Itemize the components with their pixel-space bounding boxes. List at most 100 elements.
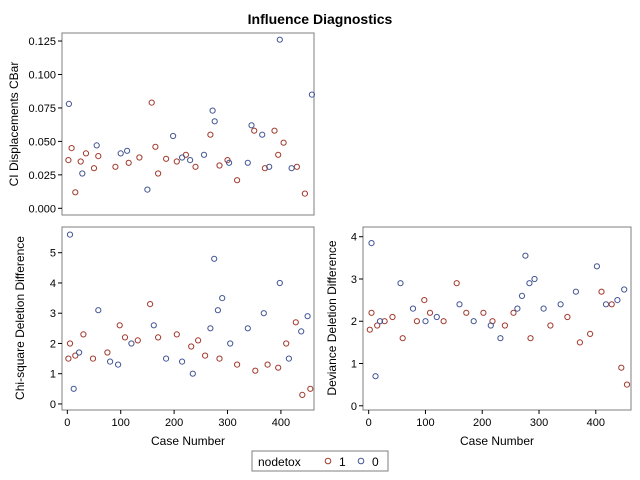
panel-ci-displacements: 0.000 0.025 0.050 0.075 0.100 0.125 CI Displa… [7,32,315,216]
data-point-nodetox-1 [72,189,79,196]
data-point-nodetox-0 [107,358,114,365]
data-point-nodetox-1 [261,165,268,172]
y-tick-label: 1 [351,359,357,371]
legend-label-nodetox-1: 1 [339,455,346,469]
data-point-nodetox-1 [195,337,202,344]
data-point-nodetox-0 [66,231,74,238]
data-point-nodetox-1 [623,381,631,388]
data-point-nodetox-0 [150,322,157,329]
data-point-nodetox-0 [276,36,283,43]
data-point-nodetox-1 [80,331,87,338]
plot-frame [61,226,315,411]
data-point-nodetox-0 [179,154,186,161]
data-point-nodetox-0 [144,186,151,193]
data-point-nodetox-1 [155,170,162,177]
data-point-nodetox-1 [234,177,241,184]
data-point-nodetox-0 [219,295,226,302]
data-point-nodetox-1 [104,349,111,356]
data-point-nodetox-1 [216,162,223,169]
y-tick-label: 0.000 [28,203,56,215]
data-point-nodetox-0 [531,275,538,283]
y-tick-label: 4 [50,278,56,290]
data-point-nodetox-1 [280,139,287,146]
y-tick-label: 0.050 [28,136,56,148]
data-point-nodetox-0 [163,355,170,362]
x-axis-label: Case Number [460,434,534,448]
data-point-nodetox-1 [413,318,420,325]
data-point-nodetox-1 [299,391,306,398]
legend: nodetox 1 0 [251,450,389,472]
legend-label-nodetox-0: 0 [372,455,379,469]
data-points [65,231,314,398]
data-point-nodetox-0 [79,170,86,177]
data-point-nodetox-1 [547,322,554,329]
data-point-nodetox-1 [152,143,159,150]
data-point-nodetox-0 [95,307,102,314]
data-point-nodetox-0 [248,122,255,129]
y-tick-label: 3 [351,274,357,286]
x-tick-label: 0 [64,417,70,429]
data-points [65,36,315,197]
legend-marker-nodetox-1 [324,457,332,465]
data-point-nodetox-1 [65,355,72,362]
data-point-nodetox-0 [518,292,526,299]
data-point-nodetox-0 [572,288,580,295]
data-point-nodetox-0 [244,159,251,166]
y-tick-label: 2 [50,338,56,350]
data-point-nodetox-0 [93,142,100,149]
data-point-nodetox-1 [116,322,123,329]
data-point-nodetox-1 [618,364,625,371]
data-point-nodetox-0 [244,325,251,332]
y-tick-label: 0.075 [28,103,56,115]
y-axis-ticks: 0.000 0.025 0.050 0.075 0.100 0.125 [28,36,62,215]
x-axis-label: Case Number [151,434,225,448]
x-tick-label: 200 [165,417,183,429]
data-point-nodetox-0 [76,349,83,356]
data-point-nodetox-1 [234,361,241,368]
data-point-nodetox-1 [65,157,72,164]
x-tick-label: 300 [218,417,236,429]
panel-chi-square-deletion: 0 1 2 3 4 5 0 100 200 300 400 Chi-square Deletion… [13,226,315,448]
data-point-nodetox-1 [90,165,98,172]
data-point-nodetox-1 [598,288,605,295]
data-point-nodetox-0 [557,301,564,308]
data-point-nodetox-1 [453,280,460,287]
data-points [366,240,631,388]
data-point-nodetox-0 [117,150,124,157]
data-point-nodetox-0 [470,318,477,325]
data-point-nodetox-1 [216,355,223,362]
data-point-nodetox-1 [440,318,447,325]
data-point-nodetox-1 [155,334,162,341]
panel-deviance-deletion: 0 1 2 3 4 0 100 200 300 400 Deviance Deletion Di… [325,226,632,448]
x-axis-ticks: 0 100 200 300 400 [366,410,605,429]
data-point-nodetox-0 [260,310,267,317]
x-tick-label: 300 [530,417,548,429]
x-tick-label: 400 [587,417,605,429]
data-point-nodetox-1 [134,337,141,344]
data-point-nodetox-0 [170,132,177,140]
y-axis-label: CI Displacements CBar [7,62,21,187]
data-point-nodetox-1 [82,150,90,157]
data-point-nodetox-1 [136,154,143,161]
data-point-nodetox-1 [207,131,214,138]
x-tick-label: 200 [473,417,491,429]
y-tick-label: 0.025 [28,170,56,182]
x-tick-label: 100 [112,417,130,429]
data-point-nodetox-1 [251,127,258,134]
legend-title: nodetox [258,455,301,469]
data-point-nodetox-0 [285,355,292,362]
data-point-nodetox-1 [608,301,615,308]
data-point-nodetox-0 [368,240,375,247]
data-point-nodetox-0 [456,301,463,308]
data-point-nodetox-0 [209,107,216,114]
data-point-nodetox-0 [200,151,208,158]
data-point-nodetox-1 [307,385,314,392]
legend-marker-nodetox-0 [357,457,365,465]
data-point-nodetox-0 [276,279,283,287]
data-point-nodetox-1 [271,127,278,134]
data-point-nodetox-1 [188,343,195,350]
data-point-nodetox-0 [124,147,131,154]
data-point-nodetox-0 [540,305,547,312]
data-point-nodetox-1 [293,163,300,170]
